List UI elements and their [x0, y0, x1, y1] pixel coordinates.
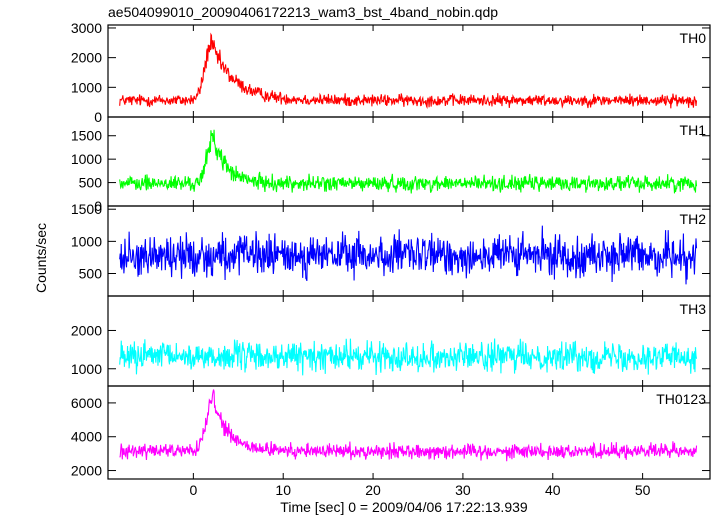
- x-tick-label: 0: [189, 482, 197, 498]
- y-tick-label: 1000: [71, 233, 102, 249]
- panel-th3: 1000 2000 TH3: [71, 295, 711, 387]
- series-trace-th1: [119, 129, 698, 194]
- series-trace-th0123: [119, 389, 698, 462]
- series-label-th1: TH1: [680, 122, 707, 138]
- y-tick-label: 2000: [71, 463, 102, 479]
- x-tick-label: 30: [455, 482, 471, 498]
- panel-frame: [107, 24, 711, 118]
- panel-th0123: 2000 4000 6000 TH0123: [71, 385, 711, 480]
- x-tick-label: 50: [635, 482, 651, 498]
- series-trace-th3: [119, 338, 698, 376]
- y-tick-label: 0: [94, 109, 102, 125]
- series-label-th2: TH2: [680, 211, 707, 227]
- y-tick-label: 4000: [71, 429, 102, 445]
- chart-title: ae504099010_20090406172213_wam3_bst_4ban…: [108, 4, 498, 20]
- series-label-th0123: TH0123: [656, 391, 706, 407]
- y-tick-label: 1000: [71, 151, 102, 167]
- panel-frame: [107, 116, 711, 207]
- y-tick-label: 500: [79, 266, 103, 282]
- y-tick-label: 1000: [71, 79, 102, 95]
- panel-frame: [107, 295, 711, 387]
- series-trace-th0: [119, 32, 698, 110]
- y-tick-label: 1500: [71, 128, 102, 144]
- x-tick-label: 10: [275, 482, 291, 498]
- panel-th0: 0 1000 2000 3000 TH0: [71, 20, 711, 125]
- y-tick-label: 2000: [71, 50, 102, 66]
- x-axis-label: Time [sec] 0 = 2009/04/06 17:22:13.939: [280, 499, 528, 515]
- panel-frame: [107, 385, 711, 480]
- y-tick-label: 0: [94, 198, 102, 214]
- y-tick-label: 3000: [71, 20, 102, 36]
- y-tick-label: 2000: [71, 322, 102, 338]
- y-tick-label: 1500: [71, 201, 102, 217]
- panel-th1: 0 500 1000 1500 TH1: [71, 116, 711, 214]
- x-tick-label: 20: [365, 482, 381, 498]
- y-axis-label: Counts/sec: [33, 223, 49, 293]
- x-tick-label: 40: [545, 482, 561, 498]
- series-label-th3: TH3: [680, 301, 707, 317]
- y-tick-label: 500: [79, 175, 103, 191]
- y-tick-label: 1000: [71, 361, 102, 377]
- panel-th2: 500 1000 1500 TH2: [71, 201, 711, 297]
- series-label-th0: TH0: [680, 30, 707, 46]
- series-trace-th2: [119, 225, 698, 285]
- y-tick-label: 6000: [71, 395, 102, 411]
